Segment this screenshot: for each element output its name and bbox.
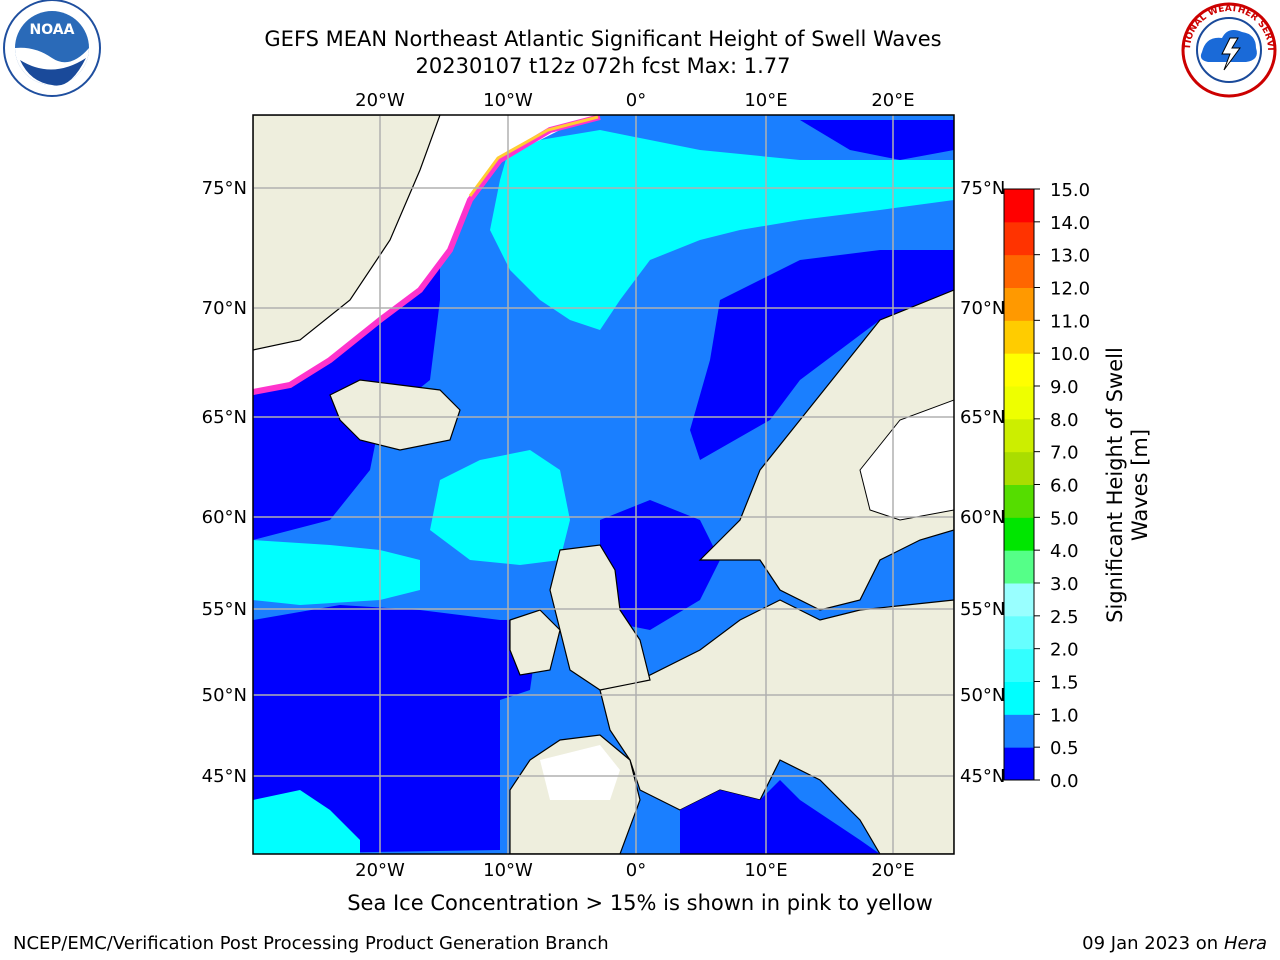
low-swell-region-svalbard bbox=[800, 120, 954, 160]
lat-label-left: 45°N bbox=[202, 766, 247, 787]
scandinavia-land bbox=[698, 289, 954, 611]
lat-label-right: 70°N bbox=[960, 298, 1005, 319]
noaa-logo-text: NOAA bbox=[30, 22, 75, 38]
lat-label-left: 65°N bbox=[202, 407, 247, 428]
colorbar-segment bbox=[1004, 714, 1034, 748]
low-swell-region-northsea bbox=[600, 500, 720, 630]
mid-swell-region-central bbox=[430, 450, 570, 565]
europe-land bbox=[599, 599, 954, 854]
lat-label-left: 50°N bbox=[202, 685, 247, 706]
lat-label-left: 70°N bbox=[202, 298, 247, 319]
mid-swell-region-southwest bbox=[253, 790, 360, 854]
noaa-logo: NOAA bbox=[3, 0, 101, 97]
colorbar-tick-label: 7.0 bbox=[1050, 443, 1079, 464]
nws-logo: NATIONAL WEATHER SERVICE bbox=[1178, 0, 1277, 98]
footer-credit: NCEP/EMC/Verification Post Processing Pr… bbox=[13, 933, 609, 954]
lon-label-bottom: 10°E bbox=[744, 860, 787, 881]
colorbar-segment bbox=[1004, 615, 1034, 650]
colorbar-tick-label: 8.0 bbox=[1050, 410, 1079, 431]
colorbar-segment bbox=[1004, 681, 1034, 715]
colorbar-segment bbox=[1004, 287, 1034, 321]
ireland-land bbox=[509, 609, 561, 676]
lon-label-bottom: 20°W bbox=[355, 860, 405, 881]
colorbar: 0.0 0.5 1.0 1.5 2.0 2.5 3.0 4.0 5.0 6.0 7.0 8.0 9.0 1… bbox=[1003, 180, 1090, 792]
low-swell-region-atlantic bbox=[253, 605, 540, 854]
lon-label-bottom: 0° bbox=[626, 860, 646, 881]
chart-subtitle: 20230107 t12z 072h fcst Max: 1.77 bbox=[415, 54, 791, 78]
colorbar-tick-label: 9.0 bbox=[1050, 377, 1079, 398]
colorbar-tick-label: 3.0 bbox=[1050, 574, 1079, 595]
colorbar-tick-label: 11.0 bbox=[1050, 311, 1090, 332]
colorbar-tick-label: 15.0 bbox=[1050, 180, 1090, 201]
gulf-of-bothnia-ice bbox=[859, 399, 954, 521]
colorbar-segment bbox=[1004, 747, 1034, 781]
colorbar-tick-label: 6.0 bbox=[1050, 476, 1079, 497]
colorbar-segment bbox=[1004, 254, 1034, 288]
colorbar-tick-label: 5.0 bbox=[1050, 508, 1079, 529]
colorbar-segment bbox=[1004, 320, 1034, 354]
greenland-land bbox=[253, 115, 441, 351]
lat-label-left: 75°N bbox=[202, 178, 247, 199]
footer-date-text: 09 Jan 2023 on bbox=[1082, 933, 1224, 954]
lat-label-right: 65°N bbox=[960, 407, 1005, 428]
lat-label-left: 55°N bbox=[202, 599, 247, 620]
mid-swell-region-west bbox=[253, 540, 420, 605]
colorbar-tick-label: 2.0 bbox=[1050, 640, 1079, 661]
colorbar-segment bbox=[1004, 451, 1034, 485]
colorbar-title: Significant Height of Swell Waves [m] bbox=[1103, 347, 1152, 623]
colorbar-segment bbox=[1004, 353, 1034, 387]
lon-label-bottom: 10°W bbox=[483, 860, 533, 881]
colorbar-tick-label: 10.0 bbox=[1050, 344, 1090, 365]
lon-label-top: 20°E bbox=[871, 90, 914, 111]
sea-ice-edge-yellow bbox=[468, 115, 599, 197]
colorbar-segment bbox=[1004, 550, 1034, 584]
footer-date: 09 Jan 2023 on Hera bbox=[1082, 933, 1267, 954]
lat-label-left: 60°N bbox=[202, 507, 247, 528]
colorbar-tick-label: 1.0 bbox=[1050, 705, 1079, 726]
colorbar-segment bbox=[1004, 517, 1034, 551]
lon-label-top: 10°W bbox=[483, 90, 533, 111]
colorbar-segment bbox=[1004, 386, 1034, 420]
lat-label-right: 45°N bbox=[960, 766, 1005, 787]
great-britain-land bbox=[549, 544, 651, 691]
lat-label-right: 50°N bbox=[960, 685, 1005, 706]
colorbar-tick-label: 14.0 bbox=[1050, 213, 1090, 234]
mediterranean-sea bbox=[680, 780, 880, 854]
footer-host: Hera bbox=[1223, 933, 1267, 954]
low-swell-region-norway bbox=[690, 250, 954, 460]
colorbar-tick-label: 13.0 bbox=[1050, 246, 1090, 267]
colorbar-segment bbox=[1004, 189, 1034, 223]
chart-title: GEFS MEAN Northeast Atlantic Significant… bbox=[264, 27, 942, 51]
bay-of-biscay-calm bbox=[540, 745, 620, 800]
colorbar-tick-label: 12.0 bbox=[1050, 279, 1090, 300]
colorbar-tick-label: 0.0 bbox=[1050, 771, 1079, 792]
lat-label-right: 55°N bbox=[960, 599, 1005, 620]
lon-label-bottom: 20°E bbox=[871, 860, 914, 881]
sea-ice-caption: Sea Ice Concentration > 15% is shown in … bbox=[347, 891, 933, 915]
colorbar-tick-label: 2.5 bbox=[1050, 607, 1079, 628]
colorbar-segment bbox=[1004, 583, 1034, 617]
mid-swell-region-north bbox=[490, 130, 954, 330]
lat-label-right: 60°N bbox=[960, 507, 1005, 528]
colorbar-tick-label: 1.5 bbox=[1050, 673, 1079, 694]
colorbar-tick-label: 0.5 bbox=[1050, 738, 1079, 759]
map-grid bbox=[253, 115, 954, 854]
map-frame bbox=[252, 114, 955, 855]
sea-ice-edge bbox=[253, 115, 601, 395]
lon-label-top: 0° bbox=[626, 90, 646, 111]
colorbar-segment bbox=[1004, 648, 1034, 682]
colorbar-segment bbox=[1004, 221, 1034, 256]
lon-label-top: 10°E bbox=[744, 90, 787, 111]
lon-label-top: 20°W bbox=[355, 90, 405, 111]
colorbar-tick-label: 4.0 bbox=[1050, 541, 1079, 562]
lat-label-right: 75°N bbox=[960, 178, 1005, 199]
colorbar-segment bbox=[1004, 418, 1034, 453]
colorbar-segment bbox=[1004, 484, 1034, 518]
